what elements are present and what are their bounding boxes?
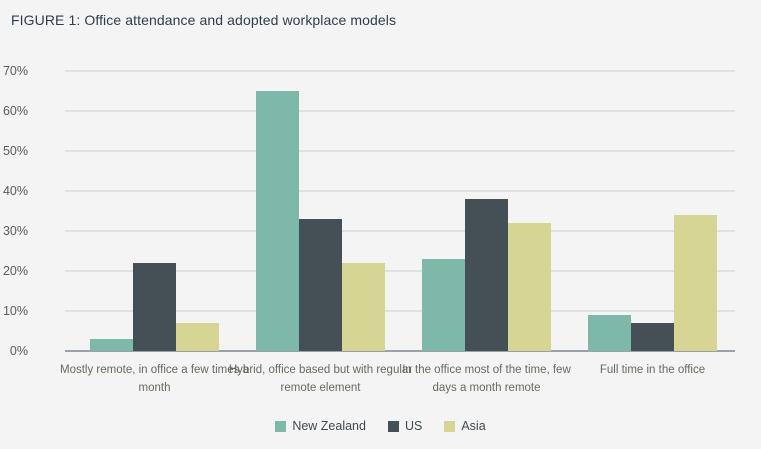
legend-item-us: US (387, 419, 423, 433)
plot-area: 70% 60% 50% 40% 30% 20% 10% 0% (3, 64, 735, 358)
y-tick-label-10: 10% (2, 304, 28, 318)
legend-item-new-zealand: New Zealand (275, 419, 366, 433)
figure-title: FIGURE 1: Office attendance and adopted … (11, 12, 397, 28)
legend-swatch-icon (387, 420, 399, 432)
bar-new-zealand (422, 259, 465, 351)
bar-us (465, 199, 508, 351)
category-label-4: Full time in the office (599, 364, 706, 376)
legend: New Zealand US Asia (0, 419, 761, 433)
bar-group-3 (422, 71, 551, 351)
y-tick-label-60: 60% (2, 104, 28, 118)
y-tick-label-0: 0% (9, 344, 28, 358)
bar-us (133, 263, 176, 351)
bar-group-2 (256, 71, 385, 351)
y-tick-label-70: 70% (2, 64, 28, 78)
gridline-70 (65, 70, 735, 72)
x-axis-line (65, 350, 735, 352)
y-tick-label-20: 20% (2, 264, 28, 278)
legend-swatch-icon (275, 420, 287, 432)
bar-asia (176, 323, 219, 351)
bar-new-zealand (256, 91, 299, 351)
bar-us (299, 219, 342, 351)
category-label-3: In the office most of the time, few days… (402, 364, 571, 394)
y-tick-label-30: 30% (2, 224, 28, 238)
bar-group-4 (588, 71, 717, 351)
y-tick-label-50: 50% (2, 144, 28, 158)
gridline-20 (65, 270, 735, 272)
legend-label: New Zealand (292, 419, 366, 433)
bar-asia (342, 263, 385, 351)
category-label-2: Hybrid, office based but with regular re… (228, 364, 413, 394)
bar-us (631, 323, 674, 351)
gridline-30 (65, 230, 735, 232)
y-tick-label-40: 40% (2, 184, 28, 198)
bar-group-1 (90, 71, 219, 351)
gridline-60 (65, 110, 735, 112)
category-label-1: Mostly remote, in office a few times a m… (60, 364, 249, 394)
gridline-50 (65, 150, 735, 152)
bar-asia (674, 215, 717, 351)
gridline-40 (65, 190, 735, 192)
bar-new-zealand (90, 339, 133, 351)
bar-asia (508, 223, 551, 351)
bar-new-zealand (588, 315, 631, 351)
legend-swatch-icon (444, 420, 456, 432)
legend-item-asia: Asia (444, 419, 486, 433)
legend-label: US (404, 419, 423, 433)
x-axis-labels: Mostly remote, in office a few times a m… (60, 362, 735, 404)
legend-label: Asia (461, 419, 486, 433)
gridline-10 (65, 310, 735, 312)
